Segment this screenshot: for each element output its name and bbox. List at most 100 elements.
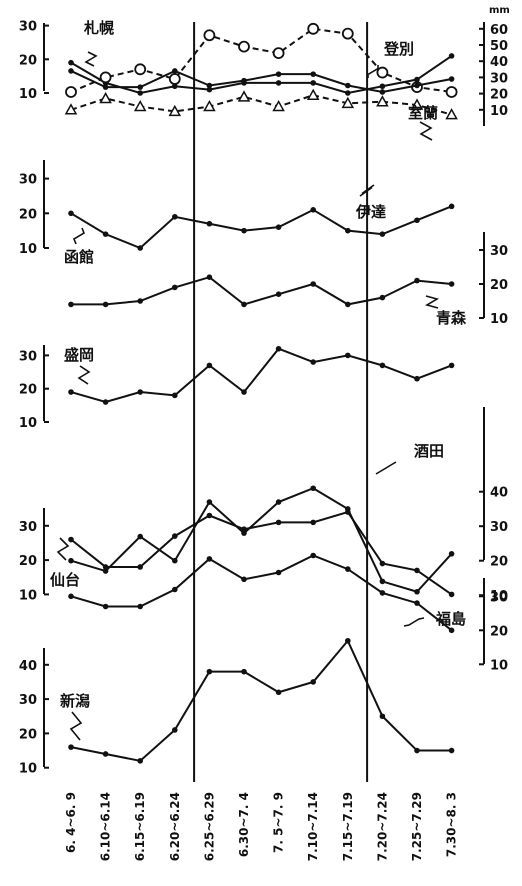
data-point — [448, 53, 455, 59]
series-0 — [68, 53, 455, 96]
data-point — [137, 603, 143, 610]
value-axis-8: 10 20 30 40 — [19, 648, 49, 777]
data-point — [68, 593, 74, 600]
station-name: 室蘭 — [408, 104, 438, 122]
data-point — [102, 568, 109, 574]
data-point — [379, 578, 386, 585]
data-point — [414, 375, 420, 382]
data-point — [206, 274, 213, 281]
data-point — [68, 389, 74, 395]
axis-tick-label: 60 — [490, 23, 508, 38]
data-point — [310, 485, 317, 492]
data-point — [206, 668, 213, 675]
data-point — [102, 751, 109, 757]
axis-tick-label: 30 — [19, 520, 37, 535]
data-point — [172, 586, 178, 593]
axis-tick-label: 30 — [19, 20, 37, 35]
x-tick-label: 7. 5~7. 9 — [272, 792, 286, 853]
axis-tick-label: 10 — [490, 589, 508, 604]
data-point — [168, 104, 182, 117]
station-name: 新潟 — [60, 692, 90, 710]
data-point — [310, 80, 317, 86]
data-point — [345, 227, 351, 234]
data-point — [172, 68, 178, 74]
station-label-5: 青森 — [424, 295, 467, 327]
axis-tick-label: 10 — [19, 588, 37, 603]
label-pointer — [403, 617, 425, 627]
data-point — [310, 359, 317, 365]
data-point — [345, 301, 351, 308]
data-point — [341, 27, 354, 40]
data-point — [172, 392, 178, 399]
data-point — [275, 80, 282, 86]
data-point — [241, 576, 247, 583]
data-point — [310, 519, 317, 526]
data-point — [345, 509, 351, 515]
station-name: 伊達 — [355, 203, 386, 221]
data-point — [379, 560, 386, 567]
data-point — [414, 277, 420, 284]
axis-tick-label: 30 — [490, 590, 508, 605]
station-name: 福島 — [435, 610, 466, 628]
data-point — [168, 73, 181, 85]
label-pointer — [56, 537, 70, 561]
data-point — [102, 399, 109, 405]
data-point — [275, 689, 282, 696]
label-pointer — [359, 184, 375, 197]
data-point — [206, 86, 213, 93]
data-point — [172, 284, 178, 291]
data-point — [379, 590, 386, 596]
data-point — [172, 83, 178, 90]
series-8 — [68, 509, 455, 598]
data-point — [345, 82, 351, 89]
axis-tick-label: 30 — [19, 693, 37, 708]
data-point — [448, 281, 455, 287]
series-5 — [68, 274, 455, 308]
data-point — [137, 564, 143, 570]
series-line — [70, 347, 452, 404]
data-point — [275, 71, 282, 77]
data-point — [241, 77, 247, 84]
data-point — [275, 345, 282, 352]
data-point — [68, 301, 74, 308]
data-point — [68, 536, 74, 543]
data-point — [310, 71, 317, 77]
station-name: 函館 — [64, 248, 94, 266]
series-line — [70, 510, 453, 596]
data-point — [414, 747, 420, 754]
series-2 — [68, 68, 455, 95]
data-point — [448, 591, 455, 598]
data-point — [241, 389, 247, 395]
axis-tick-label: 50 — [490, 39, 508, 54]
station-label-1: 登別 — [367, 40, 414, 78]
data-point — [172, 557, 178, 564]
data-point — [206, 220, 213, 227]
data-point — [414, 217, 420, 224]
series-3 — [64, 88, 458, 120]
label-pointer — [84, 51, 98, 67]
series-line — [70, 27, 452, 93]
axis-tick-label: 20 — [19, 53, 37, 68]
data-point — [379, 362, 386, 369]
data-point — [134, 63, 147, 76]
data-point — [206, 499, 213, 505]
axis-tick-label: 10 — [490, 104, 508, 119]
axis-tick-label: 30 — [490, 71, 508, 86]
data-point — [172, 213, 178, 220]
data-point — [275, 499, 282, 505]
x-tick-label: 7.10~7.14 — [306, 792, 320, 861]
data-point — [379, 231, 386, 237]
x-tick-label: 7.15~7.19 — [341, 792, 355, 861]
station-name: 登別 — [383, 40, 414, 58]
data-point — [99, 91, 112, 104]
value-axis-6: 10 20 30 — [19, 508, 49, 603]
x-tick-label: 6.30~7. 4 — [237, 792, 251, 857]
station-name: 盛岡 — [64, 346, 94, 364]
value-axis-0: 10 20 30 — [19, 20, 49, 102]
axis-tick-label: 20 — [19, 554, 37, 569]
data-point — [275, 291, 282, 298]
axis-tick-label: 20 — [490, 278, 508, 293]
x-tick-label: 7.25~7.29 — [410, 792, 424, 861]
data-point — [102, 301, 109, 308]
